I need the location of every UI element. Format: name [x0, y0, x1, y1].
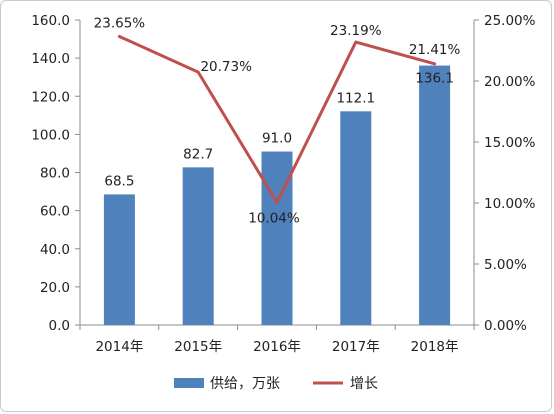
bar-value-label: 82.7	[183, 146, 213, 162]
y-right-tick-label: 0.00%	[484, 318, 527, 334]
bar-value-label: 136.1	[415, 71, 454, 87]
legend-bar-swatch	[174, 378, 204, 388]
y-left-tick-label: 80.0	[40, 166, 70, 182]
y-left-tick-label: 60.0	[40, 204, 70, 220]
bar-value-label: 112.1	[336, 90, 375, 106]
bar-value-label: 68.5	[104, 173, 134, 189]
line-value-label: 21.41%	[409, 42, 461, 58]
line-value-label: 23.65%	[94, 15, 146, 31]
x-tick-label: 2017年	[332, 339, 380, 355]
axes: 0.0 20.0 40.0 60.0 80.0 100.0 120.0 140.0 160.0 0…	[31, 13, 535, 355]
legend-line-label: 增长	[350, 376, 378, 392]
x-tick-label: 2015年	[174, 339, 222, 355]
y-left-tick-label: 160.0	[31, 13, 70, 29]
y-left-tick-label: 0.0	[49, 318, 70, 334]
line-value-label: 10.04%	[248, 211, 300, 227]
bar	[419, 65, 451, 325]
legend-bar-label: 供给，万张	[210, 376, 280, 392]
x-tick-label: 2014年	[95, 339, 143, 355]
y-right-tick-label: 20.00%	[484, 74, 536, 90]
y-left-tick-label: 100.0	[31, 127, 70, 143]
bar	[340, 111, 372, 325]
bar-series	[103, 65, 451, 325]
x-tick-label: 2016年	[253, 339, 301, 355]
bar-value-label: 91.0	[262, 131, 292, 147]
y-left-tick-label: 20.0	[40, 280, 70, 296]
y-left-tick-label: 120.0	[31, 89, 70, 105]
line-value-label: 20.73%	[200, 59, 252, 75]
y-right-tick-label: 25.00%	[484, 13, 536, 29]
legend: 供给，万张 增长	[174, 376, 378, 392]
y-left-tick-label: 140.0	[31, 51, 70, 67]
bar	[182, 167, 214, 325]
y-right-tick-label: 10.00%	[484, 196, 536, 212]
x-tick-label: 2018年	[411, 339, 459, 355]
line-value-label: 23.19%	[330, 23, 382, 39]
bar	[103, 194, 135, 325]
y-right-tick-label: 5.00%	[484, 257, 527, 273]
y-left-tick-label: 40.0	[40, 242, 70, 258]
data-labels: 68.5 82.7 91.0 112.1 136.1 23.65% 20.73% 10.04%…	[94, 15, 461, 226]
y-right-tick-label: 15.00%	[484, 135, 536, 151]
line-series	[117, 34, 437, 205]
